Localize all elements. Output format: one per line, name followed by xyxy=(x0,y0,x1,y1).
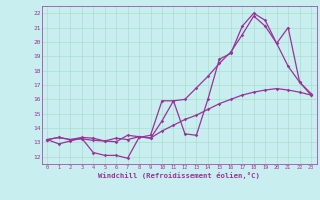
X-axis label: Windchill (Refroidissement éolien,°C): Windchill (Refroidissement éolien,°C) xyxy=(98,172,260,179)
